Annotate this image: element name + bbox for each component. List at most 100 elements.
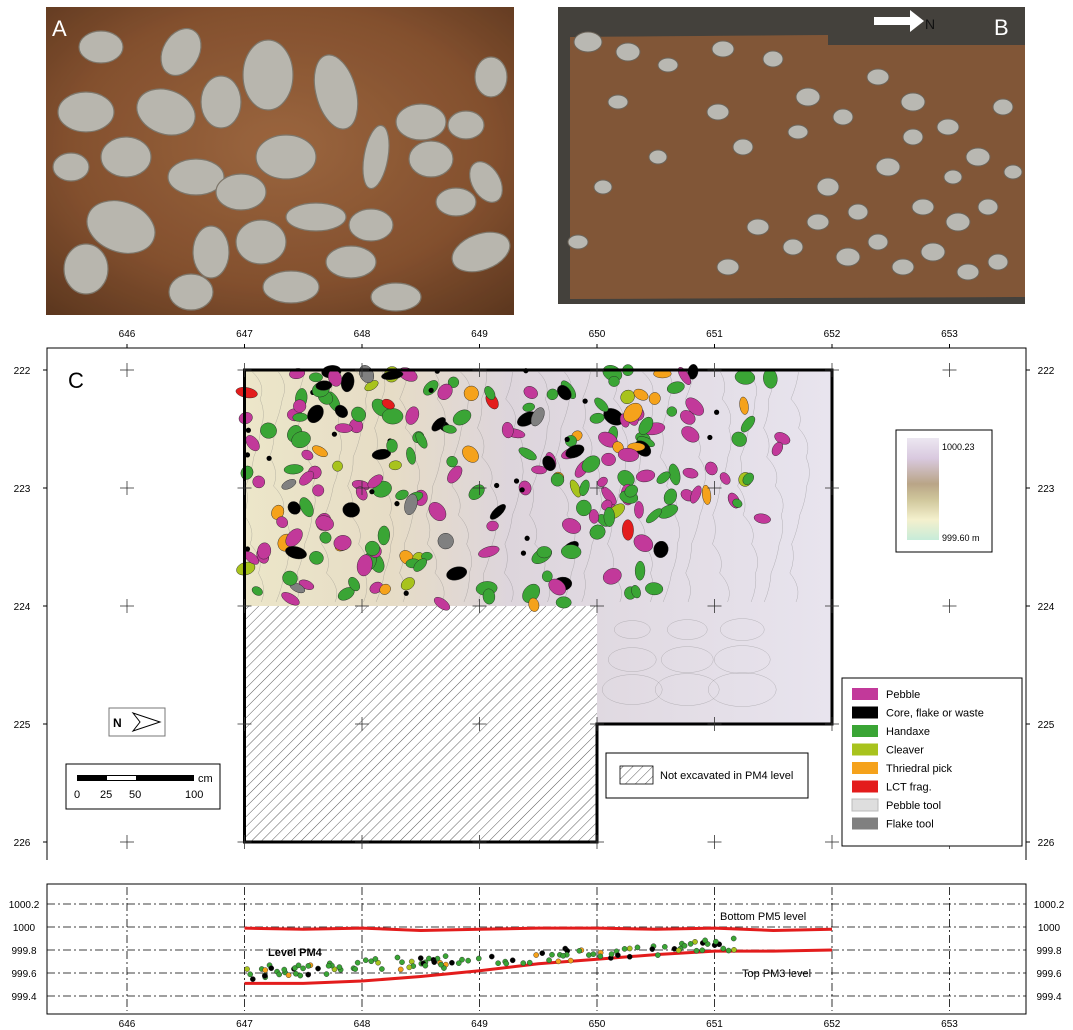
section-point xyxy=(626,945,633,952)
panel-a-image xyxy=(46,7,514,315)
artefact-mark xyxy=(731,431,747,447)
section-point xyxy=(323,971,330,977)
map-y-tick-left: 225 xyxy=(14,720,31,731)
section-point xyxy=(608,951,615,957)
section-point xyxy=(459,956,465,963)
section-point xyxy=(305,963,312,969)
map-x-tick-top: 651 xyxy=(706,329,723,340)
artefact-mark xyxy=(550,472,565,487)
artefact-mark xyxy=(245,435,260,452)
artefact-mark xyxy=(431,417,446,432)
artefact-mark xyxy=(428,502,447,521)
artefact-mark xyxy=(415,431,428,449)
scale-label-100: 100 xyxy=(185,789,203,801)
artefact-mark xyxy=(542,455,556,472)
artefact-mark xyxy=(631,585,641,599)
artefact-mark xyxy=(681,426,700,443)
map-axis-ticks xyxy=(43,344,1030,843)
legend-swatch xyxy=(851,798,879,812)
artefact-mark xyxy=(315,380,333,391)
core-point xyxy=(245,427,251,433)
section-axis-labels: 646 647 648 649 650 651 652 653 1000.2 1000.2 1000… xyxy=(9,900,1065,1030)
section-point xyxy=(394,954,401,961)
section-point xyxy=(442,953,449,959)
artefact-mark xyxy=(299,497,314,518)
artefact-mark xyxy=(333,535,352,551)
section-point xyxy=(495,960,501,966)
artefact-mark xyxy=(285,528,303,547)
section-point xyxy=(354,959,361,966)
artefact-mark xyxy=(257,542,272,560)
artefact-mark xyxy=(636,469,656,483)
artefact-mark xyxy=(633,534,654,552)
artefact-mark xyxy=(732,498,743,508)
section-y-tick-right: 999.6 xyxy=(1036,969,1061,980)
artefact-mark xyxy=(541,570,553,583)
artefact-mark xyxy=(620,389,635,405)
artefact-mark xyxy=(579,479,590,497)
legend-label: Core, flake or waste xyxy=(886,708,984,720)
artefact-mark xyxy=(719,472,731,485)
artefact-mark xyxy=(381,408,404,425)
artefact-mark xyxy=(478,545,500,558)
artefact-mark xyxy=(301,449,314,461)
section-point xyxy=(590,951,597,957)
section-point xyxy=(533,952,539,958)
artefact-mark xyxy=(646,508,662,524)
section-point xyxy=(681,942,688,949)
artefact-mark xyxy=(562,518,582,534)
section-point xyxy=(503,960,510,967)
artefact-mark xyxy=(395,489,409,501)
artefact-mark xyxy=(597,476,608,488)
artefact-mark xyxy=(581,455,601,473)
map-y-tick-right: 224 xyxy=(1038,602,1055,613)
map-x-tick-top: 650 xyxy=(589,329,606,340)
core-point xyxy=(564,436,570,442)
artefact-mark xyxy=(404,493,418,515)
artefact-mark xyxy=(433,597,451,611)
artefact-mark xyxy=(601,452,616,466)
artefact-mark xyxy=(666,381,685,394)
section-y-tick-left: 999.8 xyxy=(11,946,36,957)
section-point xyxy=(325,963,332,969)
section-point xyxy=(262,967,269,973)
artefact-mark xyxy=(666,406,678,417)
section-point xyxy=(634,944,641,951)
artefact-mark xyxy=(602,568,622,585)
section-point xyxy=(655,952,661,958)
section-y-tick-left: 1000.2 xyxy=(9,900,40,911)
section-point xyxy=(281,966,288,973)
map-north-label: N xyxy=(113,716,122,730)
section-y-tick-right: 999.8 xyxy=(1036,946,1061,957)
map-x-tick-top: 648 xyxy=(354,329,371,340)
artefact-mark xyxy=(282,570,298,586)
artefact-mark xyxy=(530,407,545,427)
artefact-mark xyxy=(576,499,592,517)
scale-bar: cm 0 25 50 100 xyxy=(65,763,221,810)
section-x-tick: 649 xyxy=(471,1019,488,1030)
artefact-mark xyxy=(400,577,415,591)
core-point xyxy=(520,550,527,556)
artefact-mark xyxy=(771,441,784,456)
scale-label-50: 50 xyxy=(129,789,141,801)
artefact-mark xyxy=(356,554,373,577)
artefact-mark xyxy=(531,465,547,475)
map-y-tick-left: 223 xyxy=(14,484,31,495)
artefact-mark xyxy=(633,388,649,401)
artefact-mark xyxy=(557,385,572,401)
artefact-mark xyxy=(309,372,323,383)
legend-swatch xyxy=(852,743,878,756)
artefact-mark xyxy=(677,367,692,385)
section-point xyxy=(702,937,708,944)
map-y-tick-left: 224 xyxy=(14,602,31,613)
artefact-legend: Pebble Core, flake or waste Handaxe Cleaver… xyxy=(841,677,1023,847)
artefact-mark xyxy=(377,525,390,546)
artefact-mark xyxy=(447,465,463,484)
artefact-mark xyxy=(293,399,307,413)
section-point xyxy=(438,961,444,968)
section-y-tick-left: 999.4 xyxy=(11,992,36,1003)
artefact-mark xyxy=(753,513,771,524)
section-y-tick-left: 999.6 xyxy=(11,969,36,980)
artefact-mark xyxy=(342,502,360,518)
artefact-mark xyxy=(332,460,343,472)
